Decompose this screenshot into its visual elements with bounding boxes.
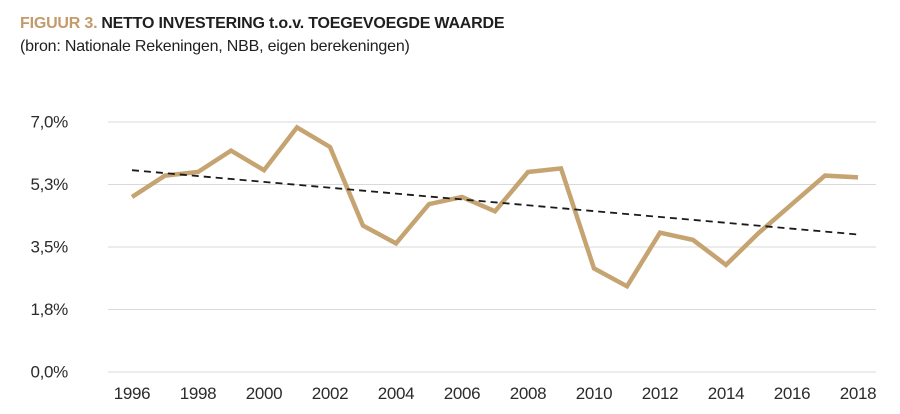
x-tick-label: 2012 (642, 384, 679, 403)
x-tick-label: 2014 (708, 384, 745, 403)
figure-title: FIGUUR 3. NETTO INVESTERING t.o.v. TOEGEV… (20, 15, 505, 33)
y-tick-label: 1,8% (30, 300, 68, 319)
x-tick-label: 2018 (840, 384, 877, 403)
x-tick-label: 2006 (444, 384, 481, 403)
figure-header: FIGUUR 3. NETTO INVESTERING t.o.v. TOEGEV… (20, 15, 505, 56)
figure-title-text: NETTO INVESTERING t.o.v. TOEGEVOEGDE WAA… (101, 15, 505, 32)
y-tick-label: 0,0% (30, 363, 68, 382)
x-tick-label: 2002 (312, 384, 349, 403)
figure-source: (bron: Nationale Rekeningen, NBB, eigen … (20, 38, 410, 55)
x-tick-label: 2010 (576, 384, 613, 403)
y-tick-label: 5,3% (30, 175, 68, 194)
x-tick-label: 2000 (246, 384, 283, 403)
x-tick-label: 2016 (774, 384, 811, 403)
trend-line (131, 169, 859, 236)
y-tick-label: 3,5% (30, 238, 68, 257)
y-tick-label: 7,0% (30, 113, 68, 132)
x-tick-label: 1996 (114, 384, 151, 403)
x-tick-label: 2008 (510, 384, 547, 403)
series-net-investment-line (130, 124, 859, 290)
x-tick-label: 1998 (180, 384, 217, 403)
figure-label: FIGUUR 3. (20, 15, 98, 32)
x-tick-label: 2004 (378, 384, 415, 403)
